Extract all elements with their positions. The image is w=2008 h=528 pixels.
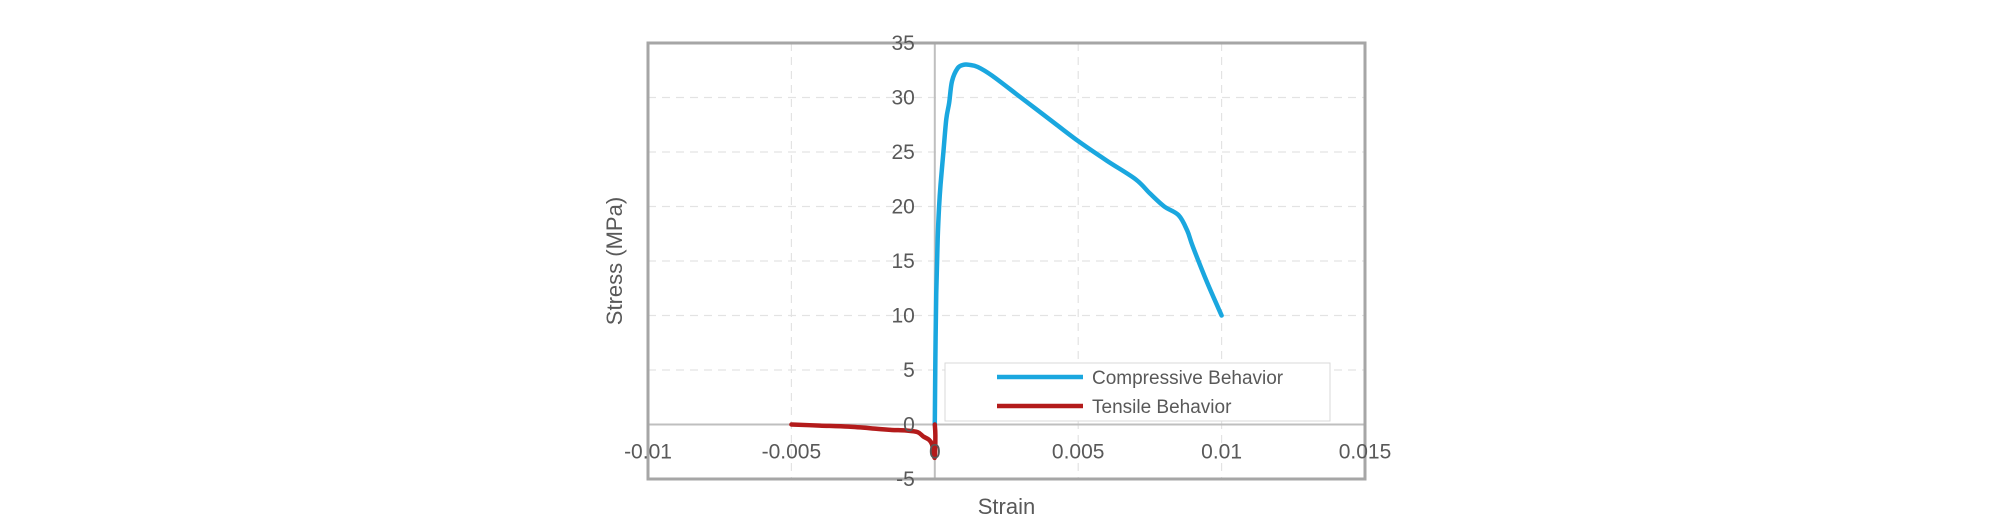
y-tick-label: 35 <box>891 32 914 55</box>
y-tick-label: 0 <box>903 414 915 437</box>
series-line-compressive-behavior <box>932 62 1224 427</box>
series-layer <box>789 62 1224 461</box>
y-axis-title: Stress (MPa) <box>602 197 627 325</box>
y-tick-labels: -5 0 5 10 15 20 25 30 35 <box>891 32 914 491</box>
y-tick-label: 5 <box>903 359 915 382</box>
y-tick-label: 25 <box>891 141 914 164</box>
legend-label: Compressive Behavior <box>1092 368 1284 389</box>
legend-items: Compressive Behavior Tensile Behavior <box>997 368 1284 418</box>
x-tick-label: -0.01 <box>624 441 672 464</box>
y-tick-label: -5 <box>896 468 915 491</box>
legend-box <box>944 362 1331 422</box>
y-tick-label: 10 <box>891 305 914 328</box>
y-tick-label: 15 <box>891 250 914 273</box>
y-tick-label: 30 <box>891 87 914 110</box>
x-tick-label: 0 <box>929 441 941 464</box>
plot-frame <box>646 41 1367 481</box>
x-tick-label: -0.005 <box>762 441 822 464</box>
series-line-tensile-behavior <box>789 422 938 461</box>
x-tick-label: 0.015 <box>1339 441 1392 464</box>
x-axis-title: Strain <box>978 494 1035 519</box>
x-tick-label: 0.01 <box>1201 441 1242 464</box>
legend: Compressive Behavior Tensile Behavior <box>944 362 1331 422</box>
y-tick-label: 20 <box>891 196 914 219</box>
x-tick-label: 0.005 <box>1052 441 1105 464</box>
x-tick-labels: -0.01 -0.005 0 0.005 0.01 0.015 <box>624 441 1391 464</box>
legend-label: Tensile Behavior <box>1092 397 1232 418</box>
grid-lines <box>648 43 1365 479</box>
